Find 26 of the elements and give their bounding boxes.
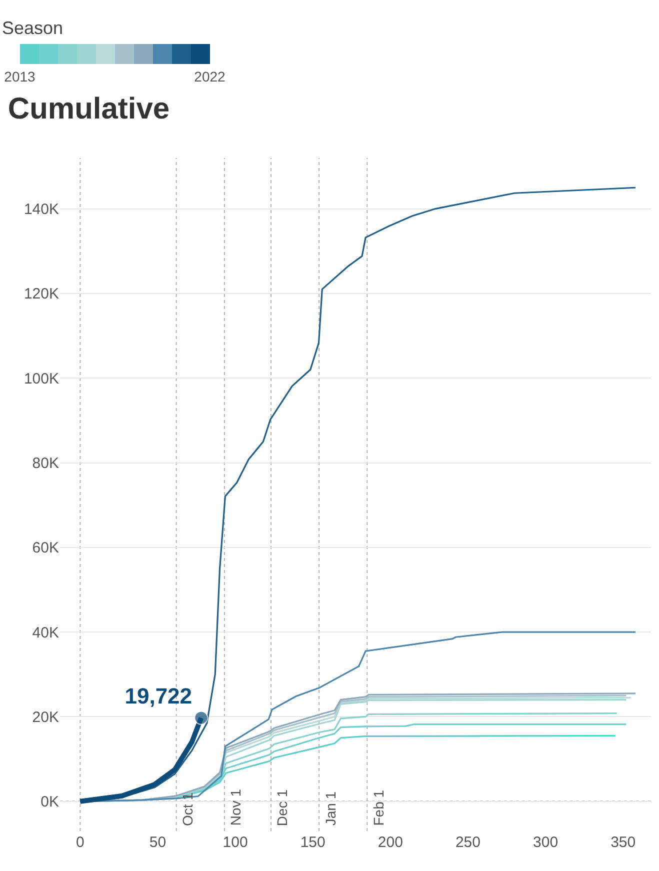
x-tick-label: 50 [149, 834, 166, 851]
ref-line-label: Feb 1 [370, 790, 386, 826]
x-tick-label: 200 [378, 834, 403, 851]
x-tick-label: 100 [222, 834, 248, 851]
y-tick-label: 120K [24, 286, 59, 303]
y-tick-label: 100K [24, 370, 59, 388]
y-tick-label: 60K [32, 540, 59, 557]
color-bar-title: Season [2, 18, 64, 38]
x-tick-label: 350 [610, 834, 636, 851]
x-tick-label: 300 [533, 834, 558, 851]
x-tick-label: 250 [455, 834, 480, 851]
ref-line-label: Nov 1 [227, 788, 244, 826]
y-tick-label: 40K [32, 624, 59, 642]
ref-line-label: Oct 1 [180, 792, 196, 826]
x-tick-label: 0 [76, 834, 84, 851]
chart-title: Cumulative [8, 92, 170, 126]
y-tick-label: 0K [40, 794, 59, 811]
y-tick-label: 80K [32, 455, 59, 472]
x-tick-label: 150 [300, 834, 326, 851]
y-tick-label: 20K [32, 708, 59, 726]
ref-line-label: Jan 1 [322, 791, 338, 826]
color-bar-label: 2013 [4, 68, 36, 84]
color-bar-label: 2022 [194, 68, 226, 84]
data-label: 19,722 [124, 683, 192, 708]
y-tick-label: 140K [24, 201, 59, 218]
ref-line-label: Dec 1 [274, 789, 290, 826]
